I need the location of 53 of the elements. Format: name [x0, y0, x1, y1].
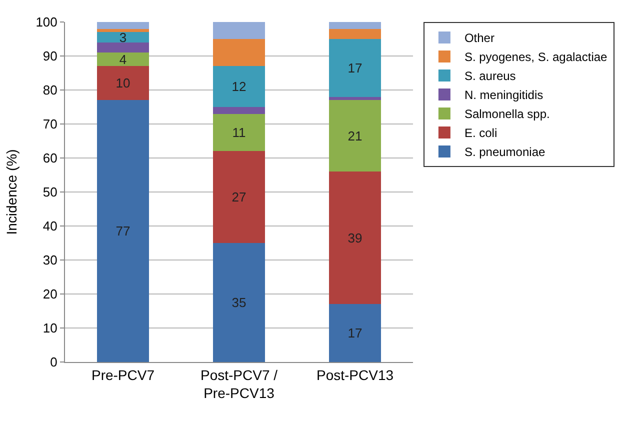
legend-label: E. coli — [464, 126, 498, 140]
y-tick-label: 20 — [42, 286, 58, 302]
bar — [328, 100, 382, 172]
data-label: 3 — [119, 30, 127, 45]
data-label: 17 — [348, 326, 362, 341]
data-label: 4 — [119, 52, 127, 67]
data-label: 17 — [348, 60, 362, 76]
bar — [212, 243, 266, 362]
legend-label: S. pyogenes, S. agalactiae — [464, 50, 608, 64]
bar — [212, 39, 266, 66]
bar — [328, 172, 382, 304]
data-label: 77 — [116, 224, 130, 239]
x-tick-label: Pre-PCV7 — [91, 366, 155, 383]
bar — [96, 100, 150, 362]
y-tick-label: 50 — [42, 184, 58, 200]
y-tick-label: 60 — [42, 150, 58, 166]
bar — [96, 66, 150, 100]
data-label: 35 — [232, 295, 246, 310]
x-tick-label: Post-PCV7 / Pre-PCV13 — [200, 366, 278, 401]
bar — [328, 39, 382, 97]
y-tick-label: 90 — [42, 48, 58, 64]
y-tick-label: 40 — [42, 218, 58, 234]
legend-label: N. meningitidis — [464, 88, 544, 102]
bar — [96, 32, 150, 42]
bar — [328, 28, 382, 39]
bar — [328, 22, 382, 29]
y-tick-label: 100 — [36, 14, 58, 30]
data-label: 39 — [348, 230, 362, 246]
bar — [212, 151, 266, 243]
bar — [212, 107, 266, 114]
legend-label: S. aureus — [464, 69, 516, 84]
y-tick-label: 30 — [42, 252, 58, 268]
y-tick-label: 0 — [50, 354, 58, 370]
bar — [96, 22, 150, 29]
bar — [96, 42, 150, 53]
data-label: 10 — [116, 76, 130, 91]
x-tick-label: Post-PCV13 — [316, 366, 394, 383]
bar — [212, 22, 266, 39]
legend-label: S. pneumoniae — [464, 145, 546, 160]
y-axis-title: Incidence (%) — [3, 149, 20, 235]
data-label: 11 — [232, 125, 246, 140]
bar — [328, 304, 382, 362]
y-tick-label: 10 — [42, 320, 58, 336]
legend-label: Other — [464, 31, 494, 46]
data-label: 21 — [348, 128, 362, 144]
y-tick-label: 70 — [42, 116, 58, 132]
bar — [212, 66, 266, 107]
data-label: 12 — [232, 79, 246, 94]
bar — [96, 52, 150, 66]
data-label: 27 — [232, 190, 246, 205]
y-tick-label: 80 — [42, 82, 58, 98]
legend-label: Salmonella spp. — [464, 107, 550, 122]
bar — [212, 114, 266, 152]
